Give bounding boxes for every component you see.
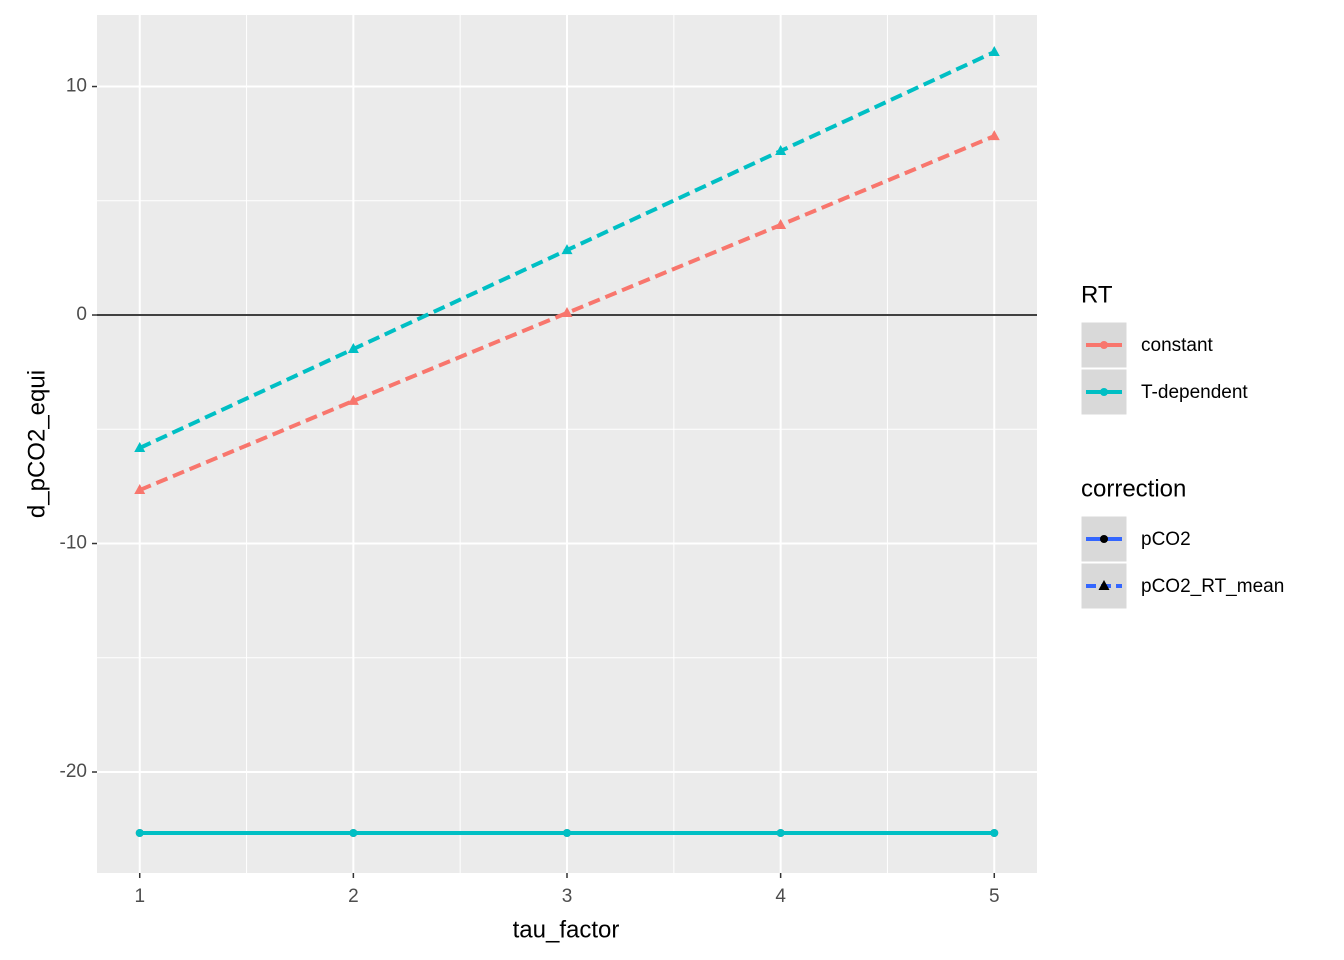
y-tick-label: -10 [60, 533, 87, 554]
y-tick-label: -20 [60, 761, 87, 782]
point [563, 829, 571, 838]
legend-title: RT [1081, 281, 1113, 308]
x-tick-label: 3 [562, 886, 573, 907]
point [347, 394, 359, 405]
point [134, 484, 146, 495]
legend-title: correction [1081, 475, 1186, 502]
point [775, 218, 787, 229]
point [135, 829, 144, 838]
point [134, 441, 146, 452]
legend-marker [1100, 388, 1108, 396]
x-tick-label: 1 [134, 886, 145, 907]
x-axis-label: tau_factor [513, 916, 620, 943]
legend-marker [1100, 341, 1108, 349]
legend-marker [1098, 580, 1110, 590]
legend-label: constant [1141, 335, 1214, 356]
x-tick-label: 2 [348, 886, 359, 907]
point [776, 829, 785, 838]
legend-label: pCO2 [1141, 529, 1191, 550]
point [775, 144, 787, 155]
x-tick-label: 4 [775, 886, 786, 907]
point [990, 829, 999, 838]
y-axis-label: d_pCO2_equi [23, 370, 50, 518]
x-tick-label: 5 [989, 886, 1000, 907]
point [349, 829, 358, 838]
y-tick-label: 0 [76, 304, 87, 325]
point [988, 130, 1000, 141]
series-line [138, 134, 996, 492]
point [988, 46, 1000, 57]
point [561, 244, 573, 255]
point [347, 343, 359, 354]
legend-marker [1100, 535, 1108, 543]
point [561, 306, 573, 317]
legend-label: pCO2_RT_mean [1141, 576, 1284, 597]
y-tick-label: 10 [66, 76, 87, 97]
legend-label: T-dependent [1141, 382, 1248, 403]
